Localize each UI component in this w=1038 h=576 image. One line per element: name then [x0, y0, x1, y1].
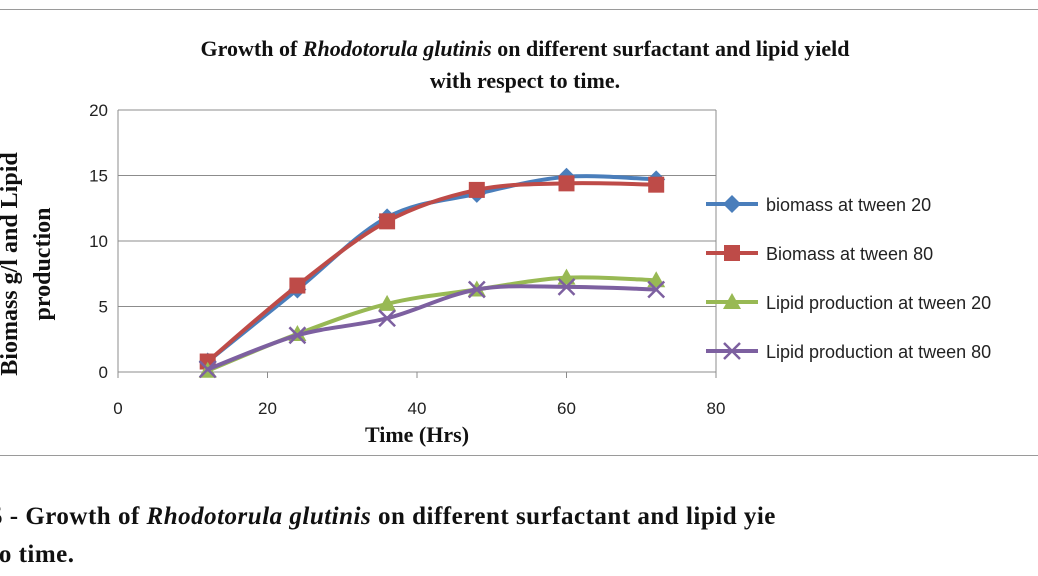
data-point-series-4 [378, 309, 396, 328]
caption-species: Rhodotorula glutinis [146, 503, 372, 530]
series-lines [198, 167, 666, 379]
bottom-border [0, 455, 1038, 456]
data-point-series-2 [379, 213, 396, 230]
y-tick-label: 20 [89, 101, 108, 120]
legend-label: Biomass at tween 80 [766, 244, 933, 264]
data-point-series-4 [647, 280, 666, 299]
x-axis-title: Time (Hrs) [365, 422, 469, 447]
axis-labels: Time (Hrs) Biomass g/l and Lipid productio… [0, 152, 469, 447]
series-line-2 [205, 181, 659, 364]
figure-caption: 5 - Growth of Rhodotorula glutinis on di… [0, 503, 776, 531]
caption-suffix: on different surfactant and lipid yie [371, 503, 776, 530]
data-point-series-2 [289, 277, 306, 294]
chart-title-line2: with respect to time. [429, 68, 621, 93]
y-tick-label: 0 [99, 363, 108, 382]
figure-caption-line2: to time. [0, 541, 75, 568]
data-point-series-2 [558, 175, 575, 192]
y-axis-title-line2: production [30, 208, 56, 321]
x-tick-label: 40 [408, 399, 427, 418]
axes: 0 5 10 15 20 0 20 40 60 80 [89, 101, 725, 418]
series-line-4 [205, 284, 659, 372]
chart-title-species: Rhodotorula glutinis [302, 36, 492, 61]
y-tick-label: 5 [99, 298, 108, 317]
data-point-series-2 [468, 181, 485, 198]
chart-title-part1: Growth of [200, 36, 303, 61]
legend-label: Lipid production at tween 80 [766, 342, 991, 362]
data-point-series-4 [557, 277, 576, 296]
caption-prefix: 5 - Growth of [0, 503, 147, 530]
legend-marker [723, 293, 741, 309]
legend-label: Lipid production at tween 20 [766, 293, 991, 313]
data-point-series-4 [467, 280, 486, 299]
x-tick-label: 60 [557, 399, 576, 418]
top-border [0, 9, 1038, 10]
x-tick-label: 80 [707, 399, 726, 418]
series-line-3 [205, 275, 659, 373]
x-tick-label: 0 [113, 399, 122, 418]
data-point-series-2 [648, 176, 665, 193]
data-point-series-3 [378, 294, 397, 311]
y-tick-label: 10 [89, 232, 108, 251]
chart-title: Growth of Rhodotorula glutinis on differ… [0, 36, 1038, 62]
x-tick-label: 20 [258, 399, 277, 418]
data-point-series-4 [288, 326, 307, 345]
legend-marker [724, 245, 740, 261]
y-tick-label: 15 [89, 167, 108, 186]
chart-title-part3: on different surfactant and lipid yield [491, 36, 850, 61]
data-point-series-4 [198, 360, 217, 379]
legend-label: biomass at tween 20 [766, 195, 931, 215]
legend-marker [723, 342, 741, 360]
gridlines [118, 109, 716, 373]
legend-marker [723, 195, 741, 213]
y-axis-title-line1: Biomass g/l and Lipid [0, 152, 23, 376]
legend: biomass at tween 20 Biomass at tween 80 Li… [706, 195, 991, 362]
